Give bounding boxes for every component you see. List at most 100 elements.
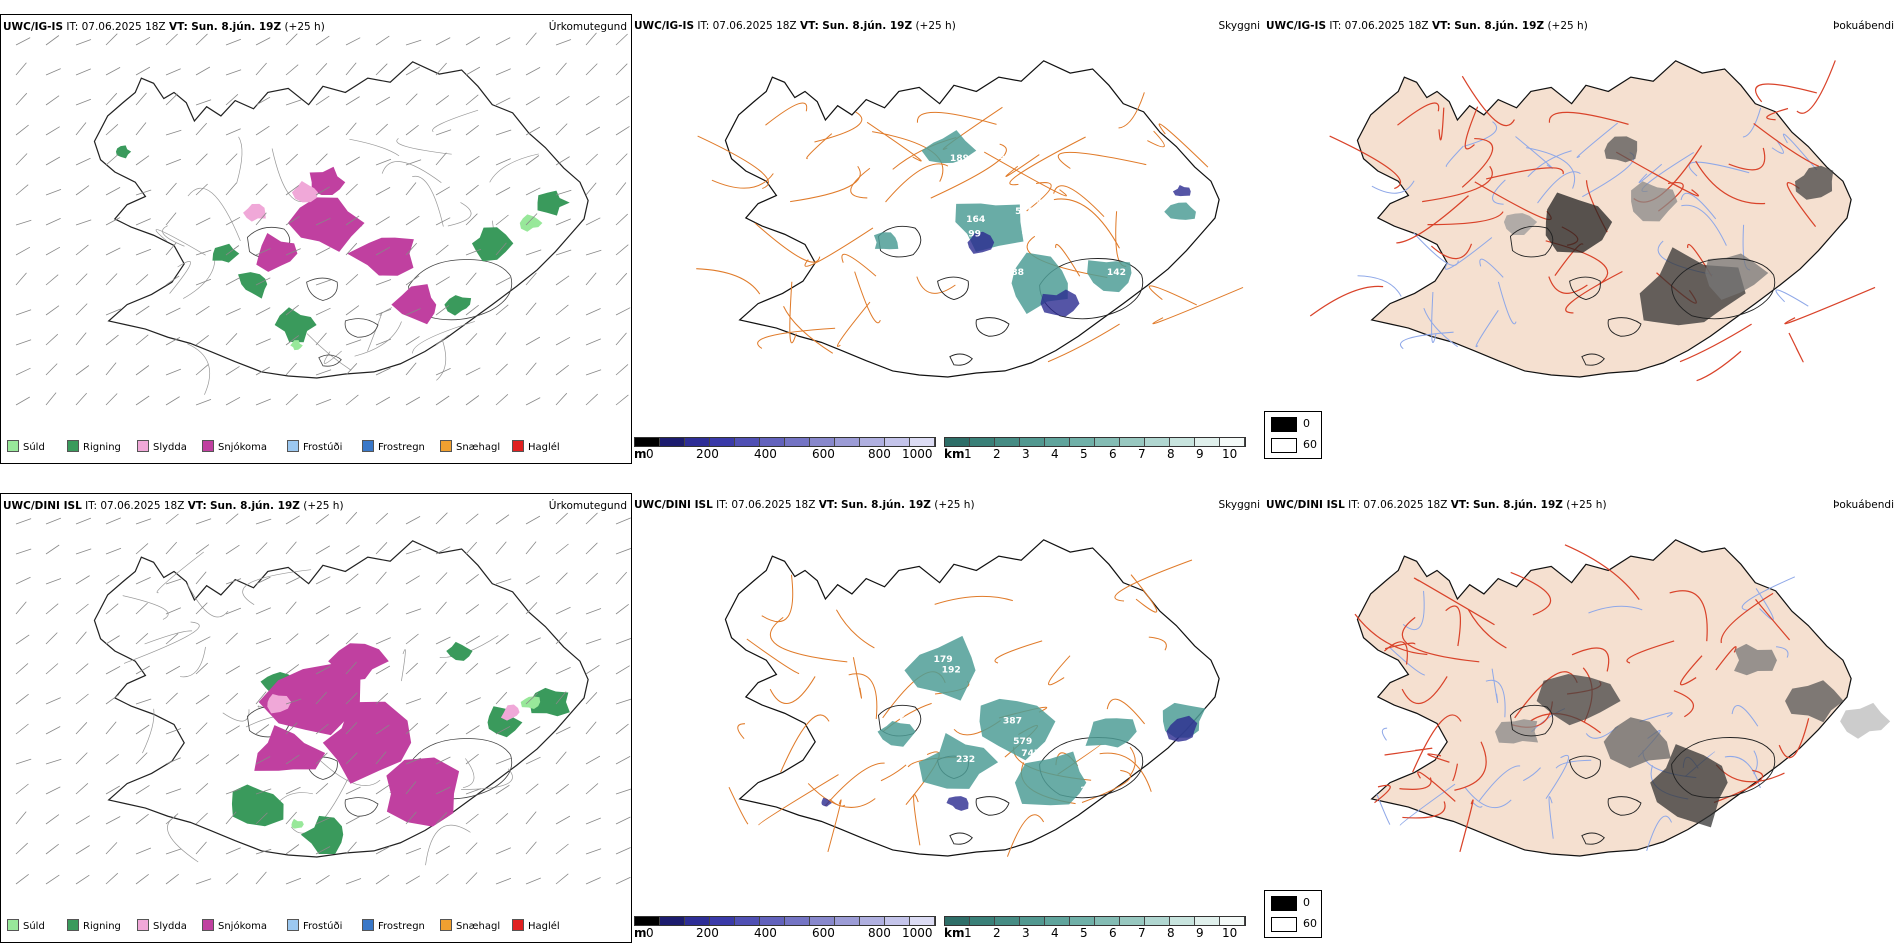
river	[1545, 754, 1569, 800]
legend-item: Frostregn	[362, 919, 425, 932]
wind-barb	[135, 66, 151, 76]
glacier-outline	[306, 277, 338, 301]
iceland-map-fog	[1309, 60, 1876, 382]
road	[852, 657, 863, 699]
wind-barb	[195, 518, 212, 525]
fog-area	[1503, 213, 1538, 236]
road	[1695, 160, 1766, 205]
colorbar-step	[1095, 438, 1120, 446]
panel-name: Þokuábendi	[1833, 20, 1894, 32]
wind-barb	[465, 541, 477, 555]
wind-barb	[405, 182, 417, 196]
wind-barb	[285, 601, 297, 615]
road	[866, 121, 922, 162]
road	[916, 111, 997, 125]
fog-area	[1795, 165, 1834, 200]
panel-title: UWC/IG-IS IT: 07.06.2025 18Z VT: Sun. 8.…	[1266, 20, 1588, 32]
wind-barb	[225, 754, 240, 765]
legend-swatch	[287, 440, 299, 452]
wind-barb	[465, 184, 479, 196]
wind-barb	[195, 754, 210, 765]
fog-area	[1631, 181, 1678, 222]
fog-label-high: 0	[1303, 896, 1310, 909]
wind-barb	[285, 877, 302, 885]
wind-barb	[225, 578, 242, 585]
wind-barb	[405, 781, 417, 795]
road	[1571, 647, 1610, 672]
wind-barb	[345, 394, 359, 406]
road	[1728, 147, 1766, 171]
wind-barb	[45, 35, 60, 46]
tick: 5	[1080, 447, 1088, 461]
colorbar-step	[835, 917, 860, 925]
wind-barb	[615, 876, 631, 885]
wind-barb	[315, 846, 331, 855]
road	[1510, 571, 1552, 616]
wind-barb	[255, 125, 270, 136]
wind-barb	[585, 848, 602, 855]
wind-barb	[525, 272, 537, 286]
cloud-base-label: 89	[1152, 730, 1165, 741]
road-network	[1354, 544, 1810, 853]
road	[1401, 676, 1448, 705]
wind-barb	[285, 99, 302, 106]
cloud-base-unit: m	[634, 926, 647, 940]
wind-barb	[165, 158, 182, 166]
wind-barb	[225, 811, 237, 825]
wind-barb	[585, 393, 598, 406]
wind-barb	[15, 309, 32, 316]
wind-barb	[75, 845, 90, 855]
wind-barb	[165, 307, 181, 316]
wind-barb	[465, 842, 478, 855]
wind-barb	[435, 186, 451, 196]
fog-areas	[1503, 136, 1834, 326]
cloud-base-label: 192	[942, 664, 961, 675]
river	[1399, 783, 1456, 826]
wind-barb	[615, 571, 627, 585]
fog-label-low: 60	[1303, 917, 1317, 930]
wind-barb	[195, 602, 208, 615]
road	[144, 630, 193, 645]
wind-barb	[465, 604, 480, 615]
wind-barb	[525, 515, 541, 525]
snow-area	[258, 663, 361, 736]
wind-barb	[405, 66, 421, 76]
cloud-base-label: 614	[974, 785, 993, 796]
road	[1053, 198, 1120, 249]
wind-barb	[135, 724, 150, 735]
tick: 600	[812, 926, 835, 940]
sleet-area	[291, 180, 319, 203]
wind-barb	[615, 638, 631, 645]
road	[1329, 135, 1401, 190]
road	[757, 327, 836, 349]
road	[1626, 640, 1675, 664]
wind-barb	[105, 603, 119, 615]
road	[835, 609, 875, 649]
wind-barb	[225, 396, 241, 406]
wind-barb	[555, 726, 571, 735]
cloud-base-label: 30	[1036, 198, 1049, 209]
wind-barb	[105, 393, 118, 406]
colorbar-step	[860, 438, 885, 446]
colorbar-step	[970, 438, 995, 446]
road	[1048, 655, 1071, 686]
road	[1778, 718, 1810, 759]
road	[236, 136, 243, 184]
river	[1576, 122, 1619, 158]
wind-barb	[435, 217, 451, 226]
road	[827, 799, 842, 853]
wind-barb	[465, 36, 481, 46]
wind-barb	[225, 308, 241, 316]
river	[1497, 281, 1517, 325]
wind-barb	[285, 633, 299, 645]
wind-barb	[165, 242, 177, 256]
wind-barb	[165, 68, 181, 76]
wind-barb	[615, 394, 629, 406]
wind-barb	[165, 607, 181, 615]
wind-barb	[195, 571, 207, 585]
tick: 1	[964, 447, 972, 461]
wind-barb	[195, 334, 209, 346]
rain-area	[537, 190, 570, 216]
cloud-base-unit: m	[634, 447, 647, 461]
wind-barb	[255, 576, 271, 585]
